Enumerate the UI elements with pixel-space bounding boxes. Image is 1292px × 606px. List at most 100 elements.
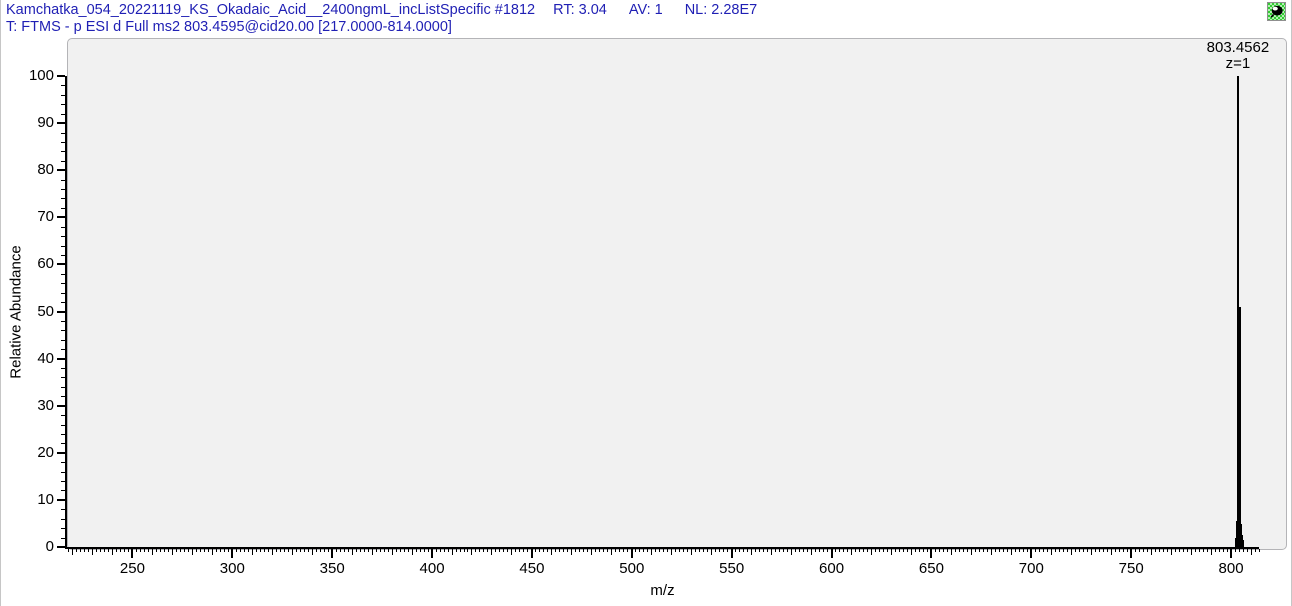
pin-cell-button[interactable] — [1267, 2, 1286, 21]
y-minor-tick — [61, 94, 65, 96]
y-minor-tick — [61, 386, 65, 388]
x-major-tick — [131, 549, 134, 558]
y-minor-tick — [61, 518, 65, 520]
y-minor-tick — [61, 245, 65, 247]
x-tick-label: 250 — [119, 560, 145, 577]
x-tick-label: 700 — [1018, 560, 1044, 577]
y-major-tick — [57, 169, 65, 172]
x-major-tick — [1130, 549, 1133, 558]
y-major-tick — [57, 357, 65, 360]
y-minor-tick — [61, 189, 65, 191]
y-minor-tick — [61, 462, 65, 464]
y-minor-tick — [61, 490, 65, 492]
x-tick-label: 800 — [1218, 560, 1244, 577]
y-minor-tick — [61, 141, 65, 143]
nl-value: 2.28E7 — [711, 2, 758, 18]
x-tick-label: 500 — [619, 560, 645, 577]
y-minor-tick — [61, 236, 65, 238]
x-tick-label: 750 — [1118, 560, 1144, 577]
y-minor-tick — [61, 254, 65, 256]
y-minor-tick — [61, 443, 65, 445]
y-tick-label: 90 — [37, 114, 54, 132]
y-minor-tick — [61, 424, 65, 426]
y-tick-label: 10 — [37, 490, 54, 508]
y-major-tick — [57, 122, 65, 125]
y-minor-tick — [61, 415, 65, 417]
y-tick-label: 70 — [37, 208, 54, 226]
y-major-tick — [57, 216, 65, 219]
y-minor-tick — [61, 151, 65, 153]
y-tick-label: 0 — [45, 538, 54, 555]
rt-value: 3.04 — [578, 2, 607, 18]
y-minor-tick — [61, 179, 65, 181]
scan-number: #1812 — [494, 2, 536, 18]
x-tick-label: 350 — [319, 560, 345, 577]
y-major-tick — [57, 310, 65, 313]
y-major-tick — [57, 263, 65, 266]
y-minor-tick — [61, 509, 65, 511]
x-major-tick — [231, 549, 234, 558]
y-minor-tick — [61, 481, 65, 483]
y-major-tick — [57, 404, 65, 407]
x-tick-label: 450 — [519, 560, 545, 577]
y-tick-label: 80 — [37, 161, 54, 179]
rt-label: RT: — [553, 2, 575, 18]
y-minor-tick — [61, 528, 65, 530]
y-minor-tick — [61, 132, 65, 134]
y-minor-tick — [61, 471, 65, 473]
y-minor-tick — [61, 537, 65, 539]
y-minor-tick — [61, 226, 65, 228]
x-tick-label: 600 — [819, 560, 845, 577]
y-tick-label: 30 — [37, 396, 54, 414]
y-major-tick — [57, 498, 65, 501]
nl-label: NL: — [684, 2, 708, 18]
spectrum-header: Kamchatka_054_20221119_KS_Okadaic_Acid__… — [6, 2, 761, 36]
x-tick-label: 550 — [719, 560, 745, 577]
scan-filter: T: FTMS - p ESI d Full ms2 803.4595@cid2… — [6, 19, 452, 35]
spectrum-plot-area[interactable] — [67, 38, 1287, 550]
y-minor-tick — [61, 433, 65, 435]
retention-time: RT: 3.04 — [553, 2, 611, 19]
x-major-tick — [730, 549, 733, 558]
y-minor-tick — [61, 283, 65, 285]
y-tick-label: 20 — [37, 443, 54, 461]
y-major-tick — [57, 75, 65, 77]
y-minor-tick — [61, 113, 65, 115]
y-minor-tick — [61, 198, 65, 200]
av-value: 1 — [654, 2, 663, 18]
y-minor-tick — [61, 396, 65, 398]
y-minor-tick — [61, 339, 65, 341]
pin-cell-icon — [1268, 3, 1285, 20]
y-minor-tick — [61, 368, 65, 370]
x-major-tick — [1030, 549, 1033, 558]
x-major-tick — [530, 549, 533, 558]
normalization-level: NL: 2.28E7 — [685, 2, 762, 19]
x-major-tick — [331, 549, 334, 558]
averaged-scans: AV: 1 — [629, 2, 667, 19]
y-minor-tick — [61, 85, 65, 87]
y-minor-tick — [61, 292, 65, 294]
x-major-tick — [431, 549, 434, 558]
y-minor-tick — [61, 320, 65, 322]
y-major-tick — [57, 546, 65, 548]
raw-file-name: Kamchatka_054_20221119_KS_Okadaic_Acid__… — [6, 2, 491, 18]
x-tick-label: 300 — [219, 560, 245, 577]
y-minor-tick — [61, 302, 65, 304]
y-minor-tick — [61, 377, 65, 379]
x-major-tick — [1230, 549, 1233, 558]
y-major-tick — [57, 451, 65, 454]
x-axis-title: m/z — [650, 582, 675, 599]
y-minor-tick — [61, 207, 65, 209]
x-major-tick — [830, 549, 833, 558]
x-major-tick — [630, 549, 633, 558]
y-minor-tick — [61, 104, 65, 106]
av-label: AV: — [628, 2, 651, 18]
y-minor-tick — [61, 273, 65, 275]
y-axis-title: Relative Abundance — [7, 245, 25, 379]
header-line-1: Kamchatka_054_20221119_KS_Okadaic_Acid__… — [6, 2, 761, 19]
y-minor-tick — [61, 160, 65, 162]
y-minor-tick — [61, 349, 65, 351]
x-tick-label: 400 — [419, 560, 445, 577]
y-tick-label: 100 — [28, 67, 54, 84]
